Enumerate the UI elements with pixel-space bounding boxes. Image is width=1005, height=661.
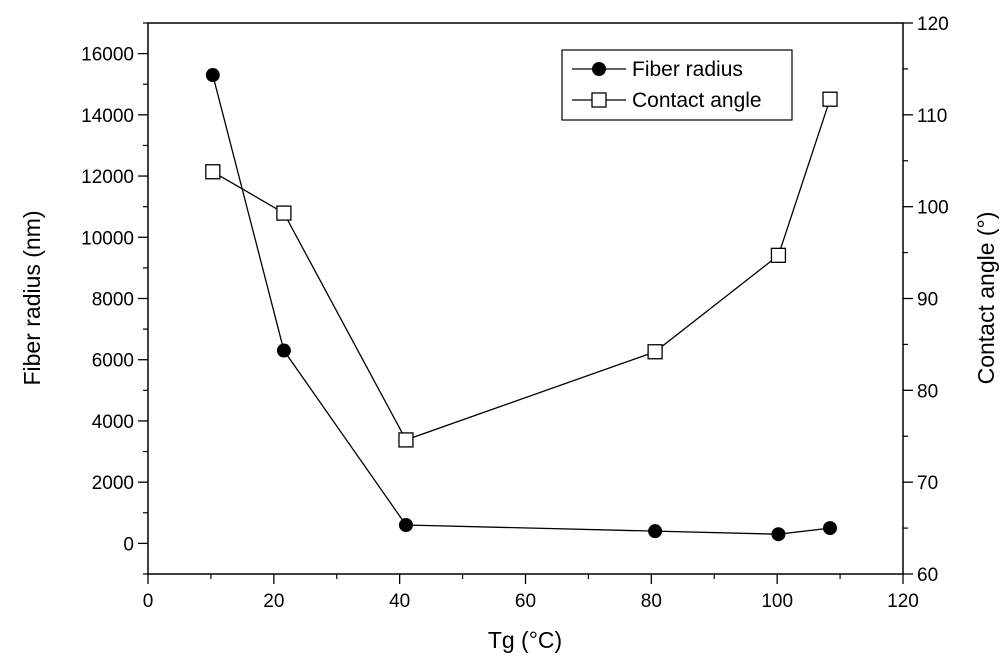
x-tick-label-100: 100 xyxy=(761,591,793,612)
y-tick-label-10000: 10000 xyxy=(81,228,134,249)
y-tick-label-14000: 14000 xyxy=(81,106,134,127)
y-tick-label-2000: 2000 xyxy=(92,473,134,494)
contact-angle-point-3 xyxy=(647,344,663,360)
legend-box xyxy=(561,49,793,121)
x-tick-label-120: 120 xyxy=(887,591,919,612)
x-tick-label-40: 40 xyxy=(389,591,410,612)
y-axis-right: 60 70 80 90 100 110 120 xyxy=(903,14,949,586)
y2-tick-label-110: 110 xyxy=(917,106,947,127)
x-tick-label-0: 0 xyxy=(143,591,154,612)
y-tick-label-16000: 16000 xyxy=(81,45,134,66)
legend-label-contact-angle: Contact angle xyxy=(632,89,762,112)
fiber-radius-point-3 xyxy=(648,524,663,539)
y2-tick-label-120: 120 xyxy=(917,14,949,35)
y2-tick-label-70: 70 xyxy=(917,473,938,494)
x-axis-title: Tg (°C) xyxy=(488,627,562,653)
legend-marker-fiber-radius xyxy=(592,62,606,76)
y2-tick-label-80: 80 xyxy=(917,381,938,402)
x-tick-label-20: 20 xyxy=(263,591,284,612)
contact-angle-point-4 xyxy=(770,247,787,263)
y-axis-left-title: Fiber radius (nm) xyxy=(19,210,45,385)
legend-marker-contact-angle xyxy=(591,92,607,108)
contact-angle-point-2 xyxy=(398,432,414,448)
y2-tick-label-90: 90 xyxy=(917,290,938,311)
y2-tick-label-60: 60 xyxy=(917,565,938,586)
legend-label-fiber-radius: Fiber radius xyxy=(632,58,743,81)
fiber-radius-point-2 xyxy=(398,518,413,533)
x-axis: 0 20 40 60 80 100 120 xyxy=(143,574,919,612)
y-tick-label-4000: 4000 xyxy=(92,412,134,433)
x-tick-label-80: 80 xyxy=(641,591,662,612)
fiber-radius-point-0 xyxy=(205,68,220,83)
legend: Fiber radius Contact angle xyxy=(561,49,793,121)
contact-angle-point-0 xyxy=(205,164,221,180)
contact-angle-point-5 xyxy=(822,91,838,107)
contact-angle-point-1 xyxy=(276,205,292,221)
y-axis-left: 0 2000 4000 6000 8000 10000 12000 14000 16000 xyxy=(81,22,148,575)
series-layer xyxy=(205,68,838,542)
fiber-radius-point-1 xyxy=(276,343,291,358)
series-line-fiber-radius xyxy=(212,74,831,535)
fiber-radius-point-5 xyxy=(823,521,838,536)
fiber-radius-point-4 xyxy=(771,527,786,542)
y-tick-label-6000: 6000 xyxy=(92,351,134,372)
x-tick-label-60: 60 xyxy=(515,591,536,612)
series-line-contact-angle xyxy=(212,99,831,441)
y-tick-label-0: 0 xyxy=(123,534,134,555)
y-axis-right-title: Contact angle (°) xyxy=(973,212,999,385)
y2-tick-label-100: 100 xyxy=(917,198,949,219)
y-tick-label-12000: 12000 xyxy=(81,167,134,188)
y-tick-label-8000: 8000 xyxy=(92,290,134,311)
